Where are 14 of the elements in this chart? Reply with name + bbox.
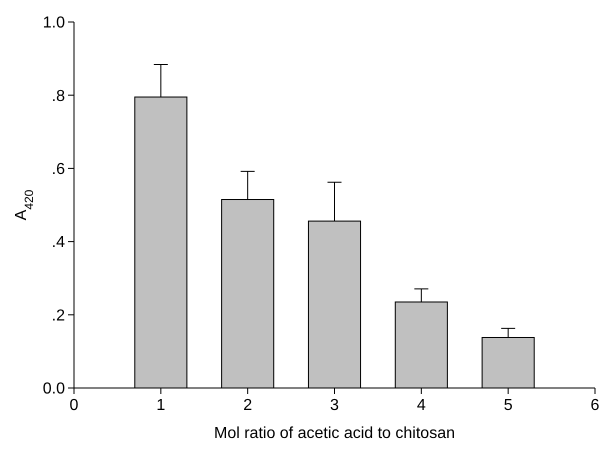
x-tick-label: 2 xyxy=(243,397,252,414)
x-tick-label: 4 xyxy=(416,397,426,414)
x-tick-label: 0 xyxy=(70,397,79,414)
y-tick-label: .4 xyxy=(52,234,66,252)
x-tick-label: 5 xyxy=(504,397,513,414)
x-tick-label: 6 xyxy=(590,397,600,414)
y-tick-label: .8 xyxy=(52,88,66,105)
y-tick-label: 1.0 xyxy=(42,14,66,32)
y-tick-label: .2 xyxy=(52,307,66,324)
x-axis-title: Mol ratio of acetic acid to chitosan xyxy=(214,425,456,442)
x-tick-label: 3 xyxy=(330,397,340,414)
y-tick-label: 0.0 xyxy=(42,380,66,398)
x-tick-label: 1 xyxy=(156,397,166,414)
y-tick-label: .6 xyxy=(52,161,66,178)
